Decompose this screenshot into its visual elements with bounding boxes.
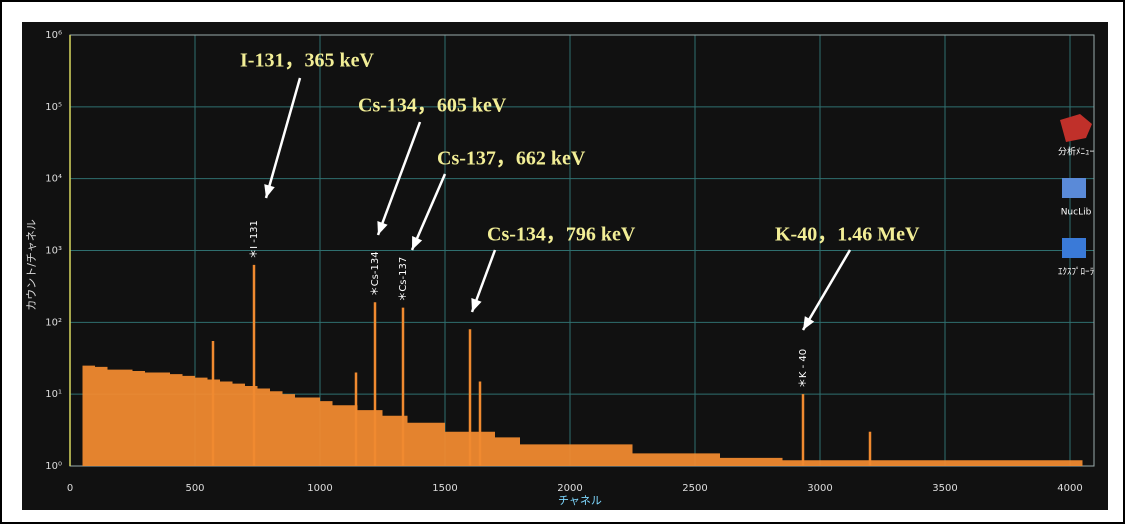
- x-tick-label: 3000: [807, 483, 832, 494]
- x-tick-label: 0: [67, 483, 73, 494]
- chart: 10⁰ 10¹ 10² 10³ 10⁴ 10⁵ 10⁶ 0 500 1000 1500 2000 250…: [0, 0, 1125, 524]
- y-tick-label: 10⁰: [45, 461, 62, 472]
- y-tick-label: 10⁴: [45, 174, 62, 185]
- icon-label[interactable]: ｴｸｽﾌﾟﾛｰﾗ: [1058, 267, 1094, 278]
- annotation: K-40，1.46 MeV: [775, 224, 920, 246]
- annotation: Cs-137，662 keV: [437, 148, 586, 170]
- x-tick-label: 1000: [307, 483, 332, 494]
- y-tick-label: 10³: [45, 246, 62, 257]
- annotation: Cs-134，796 keV: [487, 224, 636, 246]
- peak-label: ＊I -131: [249, 220, 260, 259]
- x-tick-label: 500: [185, 483, 204, 494]
- icon-label[interactable]: NucLib: [1061, 208, 1092, 218]
- x-tick-label: 2000: [557, 483, 582, 494]
- y-axis-label: カウント/チャネル: [25, 219, 38, 311]
- x-tick-label: 2500: [682, 483, 707, 494]
- y-tick-label: 10⁵: [45, 102, 62, 113]
- icon-label[interactable]: 分析ﾒﾆｭｰ: [1058, 146, 1095, 158]
- y-tick-label: 10¹: [45, 389, 62, 400]
- y-tick-label: 10²: [45, 317, 62, 328]
- peak-label: ＊Cs-137: [398, 257, 409, 302]
- y-tick-label: 10⁶: [45, 30, 62, 41]
- annotation: Cs-134，605 keV: [358, 95, 507, 117]
- x-tick-label: 4000: [1057, 483, 1082, 494]
- annotation: I-131，365 keV: [240, 50, 374, 72]
- peak-label: ＊K - 40: [798, 349, 809, 388]
- peak-label: ＊Cs-134: [370, 251, 381, 296]
- x-axis-label: チャネル: [558, 494, 602, 507]
- x-tick-label: 3500: [932, 483, 957, 494]
- x-tick-label: 1500: [432, 483, 457, 494]
- page: 10⁰ 10¹ 10² 10³ 10⁴ 10⁵ 10⁶ 0 500 1000 1500 2000 250…: [0, 0, 1125, 524]
